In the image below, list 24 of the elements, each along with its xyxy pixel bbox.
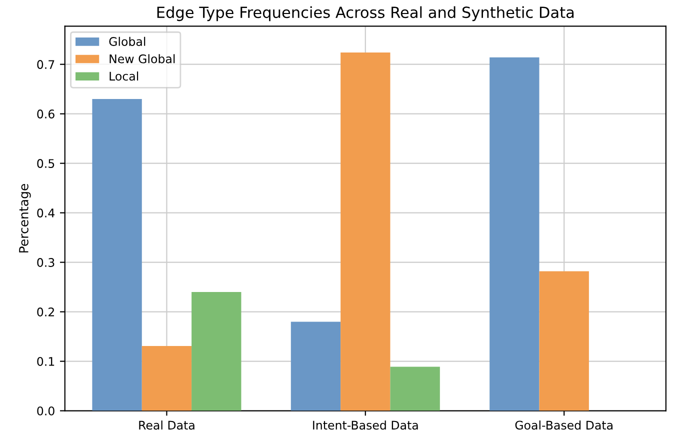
bar	[142, 346, 192, 411]
x-tick-label: Intent-Based Data	[313, 420, 418, 430]
y-tick-label: 0.1	[37, 357, 54, 366]
legend-label: Global	[109, 36, 146, 46]
y-tick-label: 0.7	[37, 60, 54, 69]
x-tick-label: Goal-Based Data	[515, 420, 612, 430]
y-tick-label: 0.2	[37, 308, 54, 316]
y-tick-label: 0.3	[37, 258, 54, 267]
bar	[539, 271, 589, 411]
bar	[192, 292, 242, 411]
y-tick-label: 0.5	[37, 159, 54, 168]
bar	[390, 366, 440, 411]
bar	[490, 57, 540, 411]
x-tick-label: Real Data	[139, 420, 194, 430]
bar	[92, 98, 142, 411]
bar	[290, 322, 341, 411]
legend-label: Local	[110, 72, 138, 81]
y-tick-label: 0.4	[37, 208, 54, 218]
y-axis-title: Percentage	[19, 184, 31, 252]
chart-title: Edge Type Frequencies Across Real and Synthetic Data	[157, 6, 574, 22]
legend-label: New Global	[110, 54, 175, 64]
y-tick-label: 0.6	[37, 110, 54, 118]
bar	[340, 52, 390, 411]
y-tick-label: 0.0	[37, 406, 54, 416]
